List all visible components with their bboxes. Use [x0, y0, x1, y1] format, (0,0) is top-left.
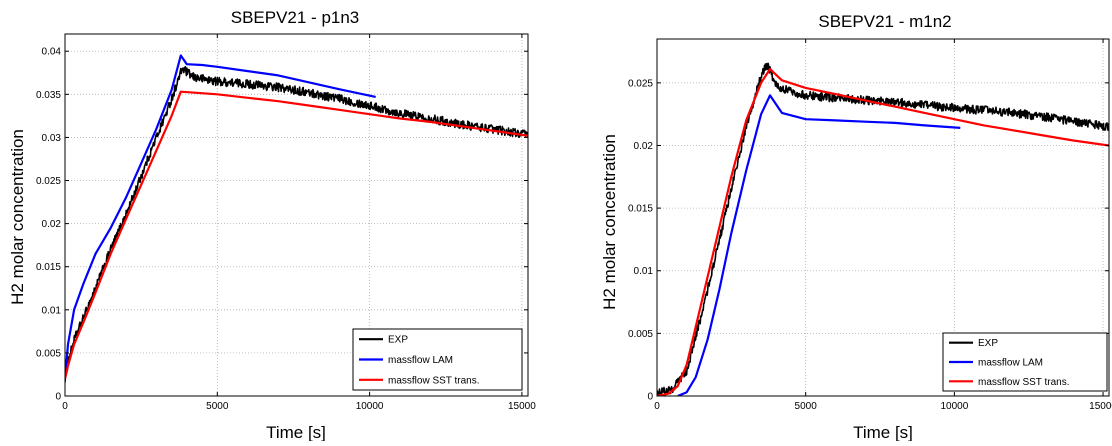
y-tick-label: 0.025 — [36, 176, 61, 187]
series-line-massflow-lam — [677, 94, 961, 396]
legend-label: massflow SST trans. — [388, 375, 480, 386]
chart-m1n2: SBEPV21 - m1n2 Time [s] H2 molar concent… — [600, 12, 1112, 442]
x-tick-label: 15000 — [1089, 401, 1112, 412]
x-tick-label: 0 — [62, 401, 68, 412]
x-tick-label: 10000 — [940, 401, 968, 412]
chart-p1n3: SBEPV21 - p1n3 Time [s] H2 molar concent… — [8, 8, 536, 442]
y-axis-label: H2 molar concentration — [8, 129, 27, 305]
x-tick-label: 0 — [654, 401, 660, 412]
y-tick-label: 0.03 — [42, 133, 62, 144]
y-tick-label: 0 — [55, 392, 61, 403]
x-axis-label: Time [s] — [266, 423, 326, 441]
legend-label: EXP — [388, 335, 408, 346]
y-tick-label: 0.015 — [36, 262, 61, 273]
axes-frame — [656, 38, 1110, 397]
series-line-massflow-lam — [65, 54, 376, 379]
y-tick-label: 0.01 — [634, 266, 654, 277]
legend-label: massflow LAM — [388, 355, 453, 366]
y-tick-label: 0.015 — [628, 204, 653, 215]
y-tick-label: 0.02 — [42, 219, 62, 230]
x-axis-label: Time [s] — [853, 423, 913, 441]
legend-label: massflow LAM — [978, 358, 1043, 369]
x-tick-label: 10000 — [356, 401, 384, 412]
series-line-massflow-sst-trans- — [65, 90, 528, 380]
legend-label: massflow SST trans. — [978, 377, 1070, 388]
y-tick-label: 0.02 — [634, 141, 654, 152]
y-axis-label: H2 molar concentration — [600, 134, 619, 310]
chart-title: SBEPV21 - p1n3 — [231, 8, 360, 27]
series-line-exp — [657, 62, 1109, 396]
legend: EXP massflow LAM massflow SST trans. — [942, 332, 1108, 392]
axes-frame — [64, 33, 529, 397]
y-tick-label: 0.005 — [36, 348, 61, 359]
series-group — [657, 62, 1109, 396]
y-tick-label: 0.025 — [628, 78, 653, 89]
legend-label: EXP — [978, 338, 998, 349]
y-tick-label: 0.005 — [628, 329, 653, 340]
legend: EXP massflow LAM massflow SST trans. — [352, 328, 523, 391]
y-tick-label: 0.035 — [36, 90, 61, 101]
x-tick-label: 5000 — [795, 401, 818, 412]
x-tick-label: 15000 — [508, 401, 536, 412]
y-tick-label: 0.04 — [42, 47, 62, 58]
y-tick-label: 0 — [647, 392, 653, 403]
x-tick-label: 5000 — [206, 401, 229, 412]
y-tick-label: 0.01 — [42, 305, 62, 316]
chart-title: SBEPV21 - m1n2 — [818, 12, 951, 31]
series-group — [65, 54, 528, 383]
series-line-massflow-sst-trans- — [657, 68, 1109, 396]
